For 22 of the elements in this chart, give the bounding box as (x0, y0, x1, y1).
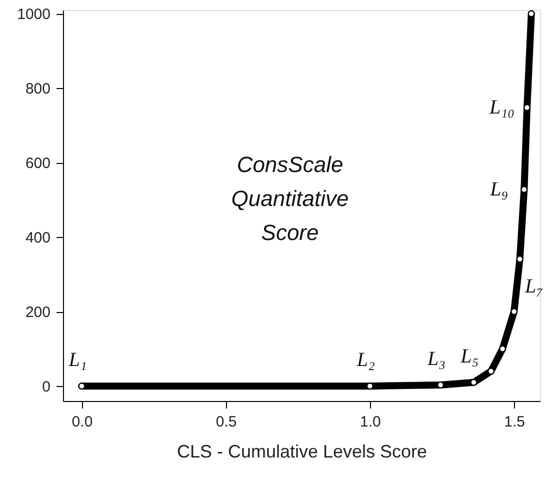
annotation: L₉ (489, 178, 508, 200)
y-tick-label: 1000 (17, 6, 50, 24)
y-tick-label: 0 (42, 378, 50, 396)
x-tick-label: 1.0 (360, 414, 381, 430)
annotation: L₁₀ (488, 96, 515, 119)
x-tick-label: 0.0 (72, 414, 93, 430)
point (78, 382, 86, 390)
annotation: L₁ (68, 349, 87, 372)
annotation: ConsScale Quantitative Score (231, 152, 349, 245)
x-tick-label: 0.5 (216, 414, 237, 430)
annotation: L₇ (524, 276, 544, 298)
y-tick-label: 200 (25, 304, 50, 322)
annotation: L₃ (426, 348, 446, 370)
y-tick-label: 800 (25, 80, 50, 98)
x-tick-label: 1.5 (504, 414, 525, 430)
point (528, 10, 535, 18)
annotation: L₂ (356, 349, 376, 372)
annotation: L₅ (460, 345, 479, 368)
y-tick-label: 400 (25, 230, 50, 247)
point (487, 368, 495, 375)
y-tick-label: 600 (25, 155, 50, 172)
x-axis-title: CLS - Cumulative Levels Score (176, 442, 428, 462)
